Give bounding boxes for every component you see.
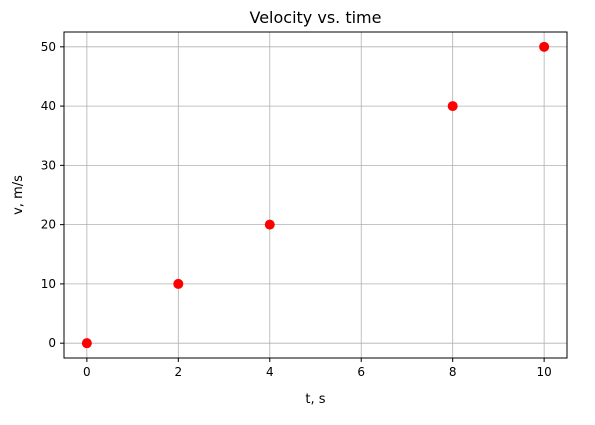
data-point — [81, 338, 92, 349]
data-point — [264, 219, 275, 230]
y-tick-label: 20 — [41, 218, 56, 232]
y-tick-label: 50 — [41, 40, 56, 54]
axis-ticks: 0 2 4 6 8 10 0 10 20 30 40 50 — [41, 40, 552, 379]
grid-lines — [64, 32, 567, 358]
x-tick-label: 0 — [83, 365, 91, 379]
data-points — [81, 41, 550, 349]
x-tick-label: 10 — [536, 365, 551, 379]
x-tick-label: 2 — [174, 365, 182, 379]
x-tick-label: 4 — [266, 365, 274, 379]
data-point — [173, 278, 184, 289]
y-tick-label: 10 — [41, 277, 56, 291]
data-point — [539, 41, 550, 52]
x-tick-label: 8 — [449, 365, 457, 379]
x-axis-label: t, s — [305, 392, 325, 407]
data-point — [447, 101, 458, 112]
chart-title: Velocity vs. time — [250, 8, 382, 27]
y-axis-label: v, m/s — [11, 175, 26, 215]
x-tick-label: 6 — [357, 365, 365, 379]
plot-frame — [63, 31, 568, 359]
y-tick-label: 0 — [48, 336, 56, 350]
y-tick-label: 40 — [41, 99, 56, 113]
y-tick-label: 30 — [41, 158, 56, 172]
